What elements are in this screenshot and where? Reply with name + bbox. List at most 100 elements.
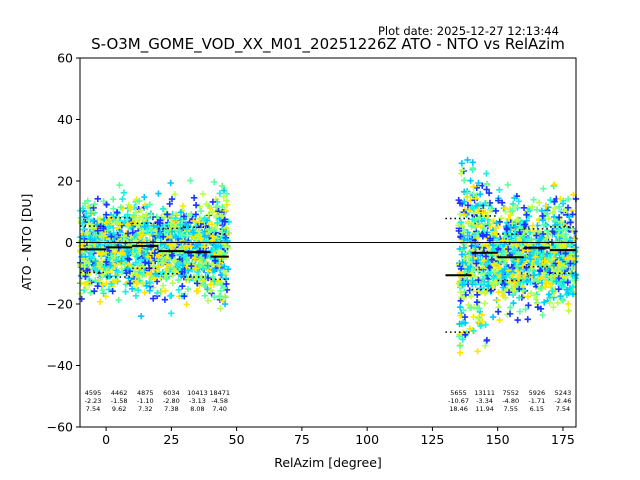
scatter-point (191, 273, 199, 281)
scatter-point (484, 282, 492, 289)
scatter-point (183, 301, 190, 308)
scatter-point (565, 307, 572, 314)
scatter-point (98, 222, 105, 229)
scatter-point (114, 269, 121, 276)
scatter-point (572, 254, 579, 262)
bin-annotation-line: 4595 (85, 389, 102, 397)
scatter-point (153, 278, 161, 285)
scatter-point (555, 227, 563, 234)
scatter-point (84, 229, 91, 237)
scatter-point (502, 249, 509, 257)
scatter-point (91, 287, 98, 295)
scatter-point (529, 222, 537, 229)
scatter-point (179, 282, 186, 290)
scatter-point (549, 287, 556, 295)
scatter-point (567, 219, 574, 226)
scatter-point (527, 255, 534, 263)
x-axis-ticks: 0 25 50 75 100 125 150 175 (102, 427, 575, 447)
scatter-point (468, 223, 475, 230)
scatter-point (473, 260, 480, 267)
scatter-point (532, 253, 539, 260)
scatter-point (78, 295, 85, 303)
scatter-point (506, 310, 514, 318)
scatter-point (193, 288, 200, 295)
scatter-point (524, 226, 531, 234)
scatter-point (190, 229, 197, 236)
scatter-point (197, 207, 205, 215)
scatter-point (92, 265, 99, 272)
scatter-point (498, 199, 506, 206)
scatter-point (469, 281, 476, 288)
scatter-point (470, 327, 477, 335)
scatter-point (168, 310, 175, 317)
scatter-point (163, 266, 170, 273)
scatter-point (456, 349, 464, 357)
scatter-point (143, 282, 150, 289)
x-tick-label: 150 (486, 432, 510, 447)
bin-annotation: 5243 -2.46 7.54 (555, 389, 572, 413)
scatter-point (515, 249, 522, 256)
scatter-point (567, 287, 575, 295)
scatter-point (486, 264, 493, 271)
scatter-point (190, 194, 198, 202)
scatter-point (553, 240, 561, 248)
scatter-point (544, 258, 551, 266)
scatter-point (124, 221, 132, 228)
scatter-point (94, 195, 101, 202)
scatter-point (536, 267, 544, 274)
scatter-point (116, 239, 124, 247)
scatter-point (469, 164, 477, 172)
scatter-point (219, 212, 226, 220)
plot-date: Plot date: 2025-12-27 12:13:44 (378, 24, 559, 38)
scatter-point (216, 279, 223, 286)
scatter-point (197, 235, 205, 242)
scatter-point (466, 258, 473, 265)
scatter-point (522, 306, 529, 313)
scatter-point (511, 194, 518, 202)
scatter-point (457, 233, 464, 240)
scatter-point (100, 290, 107, 297)
scatter-point (129, 218, 137, 226)
scatter-point (564, 300, 572, 308)
scatter-point (530, 196, 537, 203)
bin-annotation: 13111 -3.34 11.94 (474, 389, 495, 413)
bin-annotation-line: -3.13 (189, 397, 206, 405)
scatter-point (169, 279, 176, 287)
scatter-point (209, 208, 216, 216)
scatter-point (552, 260, 559, 267)
scatter-point (87, 289, 94, 296)
scatter-point (145, 260, 152, 267)
scatter-point (172, 233, 180, 240)
scatter-point (113, 218, 121, 226)
bin-annotation-line: 11.94 (475, 405, 494, 413)
scatter-point (476, 305, 483, 312)
scatter-point (144, 219, 151, 226)
scatter-point (478, 270, 486, 278)
scatter-point (507, 211, 514, 219)
scatter-point (482, 342, 489, 349)
scatter-point (457, 289, 464, 296)
bin-annotation: 10413 -3.13 8.08 (187, 389, 208, 413)
scatter-point (102, 211, 110, 218)
scatter-point (557, 195, 564, 203)
y-axis-label: ATO - NTO [DU] (19, 194, 34, 291)
scatter-point (105, 286, 113, 293)
scatter-point (483, 260, 490, 268)
scatter-point (81, 258, 88, 265)
scatter-point (110, 229, 117, 237)
scatter-point (460, 294, 468, 301)
scatter-point (470, 288, 477, 295)
y-tick-label: 0 (65, 235, 73, 250)
scatter-point (554, 232, 562, 239)
scatter-point (514, 316, 521, 324)
scatter-point (481, 300, 489, 307)
scatter-point (90, 217, 97, 224)
scatter-point (107, 253, 115, 260)
scatter-point (485, 189, 493, 197)
scatter-point (169, 252, 176, 259)
scatter-point (177, 209, 185, 216)
bin-annotation-line: 10413 (187, 389, 208, 397)
scatter-point (207, 287, 215, 294)
scatter-point (474, 291, 481, 299)
bin-annotation-line: -1.10 (137, 397, 154, 405)
